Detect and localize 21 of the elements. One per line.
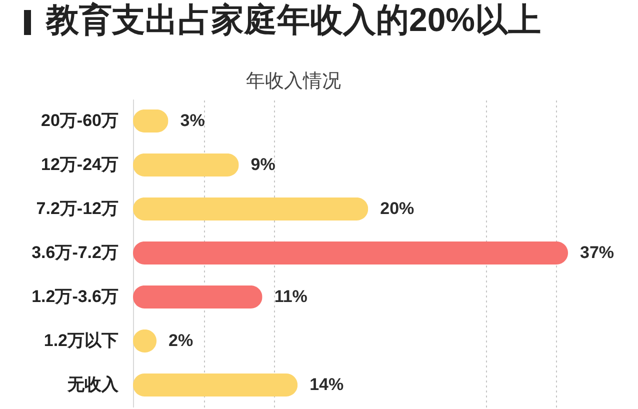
- bar: [133, 242, 568, 264]
- y-tick-label: 20万-60万: [41, 111, 118, 130]
- y-tick-label: 3.6万-7.2万: [32, 243, 118, 262]
- y-tick-label: 12万-24万: [41, 155, 118, 174]
- y-tick-label: 1.2万以下: [44, 331, 118, 350]
- data-label: 11%: [274, 287, 308, 306]
- y-tick-label: 7.2万-12万: [36, 199, 118, 218]
- chart-title: 教育支出占家庭年收入的20%以上: [44, 1, 542, 38]
- bar: [133, 286, 262, 308]
- data-label: 14%: [310, 375, 344, 394]
- bar: [133, 198, 368, 220]
- bar: [133, 154, 239, 176]
- data-label: 2%: [168, 331, 194, 350]
- data-label: 9%: [250, 155, 276, 174]
- bar: [133, 374, 298, 396]
- data-label: 20%: [380, 199, 414, 218]
- y-tick-label: 无收入: [66, 375, 120, 394]
- data-label: 3%: [180, 111, 205, 130]
- chart-subtitle: 年收入情况: [246, 71, 341, 92]
- y-tick-label: 1.2万-3.6万: [32, 287, 118, 306]
- data-label: 37%: [580, 243, 614, 262]
